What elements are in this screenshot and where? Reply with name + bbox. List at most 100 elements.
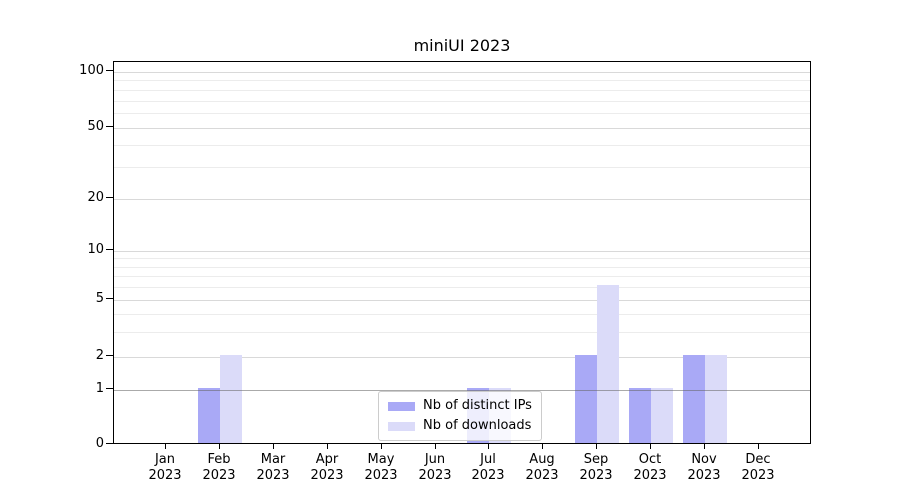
x-tick-label-line: Aug <box>529 452 555 467</box>
bar-distinct-ips <box>629 388 651 443</box>
x-axis-tick <box>327 444 328 449</box>
gridline-minor <box>114 113 810 114</box>
y-axis-tick <box>106 249 113 250</box>
x-tick-label-line: 2023 <box>579 468 613 483</box>
legend-swatch-distinct-ips-icon <box>388 401 415 411</box>
bar-distinct-ips <box>683 355 705 443</box>
x-axis-tick <box>704 444 705 449</box>
x-axis-tick <box>273 444 274 449</box>
x-tick-label: Aug 2023 <box>512 452 572 484</box>
gridline-major <box>114 72 810 73</box>
gridline-minor <box>114 90 810 91</box>
x-tick-label-line: Oct <box>638 452 662 467</box>
legend-item-distinct-ips: Nb of distinct IPs <box>388 398 532 414</box>
gridline-major <box>114 199 810 200</box>
gridline-minor <box>114 145 810 146</box>
gridline-minor <box>114 287 810 288</box>
y-tick-label: 1 <box>95 381 104 396</box>
x-axis-tick <box>488 444 489 449</box>
legend: Nb of distinct IPs Nb of downloads <box>378 391 542 441</box>
gridline-minor <box>114 101 810 102</box>
x-axis-tick <box>381 444 382 449</box>
x-tick-label-line: Jan <box>154 452 176 467</box>
legend-item-downloads: Nb of downloads <box>388 418 532 434</box>
x-tick-label-line: 2023 <box>364 468 398 483</box>
x-axis-tick <box>758 444 759 449</box>
x-tick-label-line: Mar <box>260 452 286 467</box>
gridline-major <box>114 251 810 252</box>
x-tick-label-line: Jun <box>424 452 446 467</box>
y-axis-tick <box>106 126 113 127</box>
x-axis-tick <box>165 444 166 449</box>
gridline-minor <box>114 276 810 277</box>
y-tick-label: 0 <box>95 436 104 451</box>
gridline-minor <box>114 258 810 259</box>
bar-downloads <box>705 355 727 443</box>
y-tick-label: 2 <box>95 348 104 363</box>
x-tick-label-line: Apr <box>315 452 339 467</box>
x-tick-label: Mar 2023 <box>243 452 303 484</box>
x-tick-label-line: May <box>367 452 395 467</box>
x-tick-label: Oct 2023 <box>620 452 680 484</box>
legend-label-distinct-ips: Nb of distinct IPs <box>423 398 532 413</box>
x-axis-tick <box>219 444 220 449</box>
y-tick-label: 10 <box>87 242 104 257</box>
chart-title: miniUI 2023 <box>413 36 511 55</box>
x-tick-label-line: Nov <box>691 452 717 467</box>
x-tick-label: Apr 2023 <box>297 452 357 484</box>
bar-downloads <box>597 285 619 443</box>
y-axis-tick <box>106 298 113 299</box>
y-tick-label: 20 <box>87 190 104 205</box>
bar-downloads <box>220 355 242 443</box>
x-axis-tick <box>435 444 436 449</box>
x-tick-label: May 2023 <box>351 452 411 484</box>
x-tick-label-line: 2023 <box>256 468 290 483</box>
x-tick-label-line: 2023 <box>310 468 344 483</box>
y-axis-tick <box>106 70 113 71</box>
reference-line-y1 <box>114 390 810 391</box>
gridline-minor <box>114 332 810 333</box>
y-axis-tick <box>106 388 113 389</box>
gridline-minor <box>114 167 810 168</box>
bar-downloads <box>651 388 673 443</box>
legend-label-downloads: Nb of downloads <box>423 418 532 433</box>
x-axis-tick <box>650 444 651 449</box>
x-tick-label-line: 2023 <box>525 468 559 483</box>
x-tick-label: Jul 2023 <box>458 452 518 484</box>
x-tick-label-line: 2023 <box>471 468 505 483</box>
x-tick-label: Dec 2023 <box>728 452 788 484</box>
x-tick-label-line: 2023 <box>687 468 721 483</box>
gridline-minor <box>114 80 810 81</box>
x-tick-label: Nov 2023 <box>674 452 734 484</box>
y-axis-tick <box>106 197 113 198</box>
bar-distinct-ips <box>198 388 220 443</box>
x-tick-label-line: Dec <box>745 452 771 467</box>
x-tick-label-line: Jul <box>480 452 496 467</box>
y-tick-label: 100 <box>79 63 104 78</box>
x-tick-label-line: 2023 <box>418 468 452 483</box>
gridline-major <box>114 300 810 301</box>
y-axis-tick <box>106 355 113 356</box>
x-tick-label: Jan 2023 <box>135 452 195 484</box>
gridline-minor <box>114 314 810 315</box>
x-tick-label-line: Sep <box>583 452 609 467</box>
x-tick-label: Feb 2023 <box>189 452 249 484</box>
x-axis-tick <box>542 444 543 449</box>
x-tick-label-line: 2023 <box>148 468 182 483</box>
plot-area <box>113 61 811 444</box>
x-tick-label: Sep 2023 <box>566 452 626 484</box>
x-axis-tick <box>596 444 597 449</box>
legend-swatch-downloads-icon <box>388 421 415 431</box>
x-tick-label-line: Feb <box>207 452 231 467</box>
y-tick-label: 5 <box>95 291 104 306</box>
y-tick-label: 50 <box>87 119 104 134</box>
x-tick-label-line: 2023 <box>633 468 667 483</box>
gridline-major <box>114 357 810 358</box>
x-tick-label: Jun 2023 <box>405 452 465 484</box>
x-tick-label-line: 2023 <box>202 468 236 483</box>
gridline-major <box>114 128 810 129</box>
x-tick-label-line: 2023 <box>741 468 775 483</box>
bar-distinct-ips <box>575 355 597 443</box>
gridline-minor <box>114 267 810 268</box>
